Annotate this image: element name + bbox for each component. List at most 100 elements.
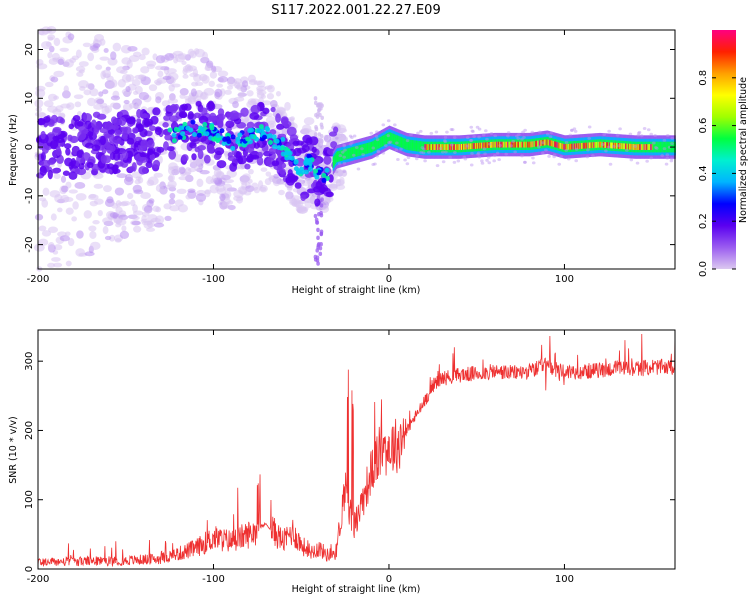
spectrogram-cell — [69, 135, 79, 144]
spectrogram-cell — [531, 141, 533, 148]
spectrogram-cell — [622, 143, 624, 150]
spectrogram-cell — [185, 194, 192, 200]
spectrogram-cell — [133, 90, 139, 95]
spectrogram-cell — [149, 153, 156, 161]
spectrogram-cell — [187, 111, 194, 120]
spectrogram-cell — [581, 142, 583, 149]
spectrogram-cell — [425, 144, 428, 150]
spectrogram-cell — [618, 143, 620, 149]
spectrogram-cell — [641, 144, 643, 150]
spectrogram-cell — [256, 156, 264, 166]
spectrogram-cell — [47, 34, 56, 41]
spectrogram-cell — [627, 143, 629, 150]
spectrogram-cell — [249, 133, 255, 139]
spectrogram-cell — [313, 96, 318, 101]
spectrogram-cell — [386, 134, 391, 138]
spectrogram-cell — [232, 112, 242, 119]
spectrogram-cell — [153, 172, 163, 178]
spectrogram-y-ticks: -20 -10 0 10 20 — [24, 43, 675, 253]
spectrogram-cell — [408, 141, 410, 148]
spectrogram-cell — [319, 242, 323, 247]
spectrogram-cell — [410, 142, 413, 149]
spectrogram-cell — [154, 215, 165, 225]
spectrogram-cell — [247, 74, 256, 83]
spectrogram-cell — [572, 143, 574, 150]
spectrogram-cell — [631, 143, 633, 150]
spectrogram-cell — [635, 144, 637, 150]
spectrogram-cell — [181, 60, 187, 65]
spectrogram-cell — [112, 164, 119, 175]
spectrogram-cell — [189, 134, 200, 143]
spectrogram-cell — [287, 154, 293, 160]
spectrogram-cell — [187, 96, 197, 105]
spectrogram-cell — [350, 149, 353, 156]
spectrogram-cell — [609, 142, 612, 149]
spectrogram-cell — [313, 213, 318, 219]
spectrogram-cell — [575, 143, 577, 150]
spectrogram-cell — [41, 230, 52, 237]
spectrogram-cell — [191, 132, 197, 138]
spectrogram-cell — [347, 150, 349, 157]
spectrogram-cell — [169, 205, 180, 212]
spectrogram-cell — [247, 98, 257, 106]
spectrogram-cell — [221, 140, 227, 146]
spectrogram-cell — [153, 79, 163, 85]
spectrogram-cell — [68, 171, 78, 180]
spectrogram-cell — [382, 137, 384, 144]
spectrogram-cell — [610, 142, 612, 149]
spectrogram-cell — [50, 76, 59, 83]
spectrogram-cell — [59, 235, 70, 242]
spectrogram-cell — [518, 141, 520, 148]
spectrogram-cell — [281, 117, 289, 126]
spectrogram-cell — [670, 136, 675, 140]
spectrogram-cell — [342, 152, 344, 159]
spectrogram-cell — [89, 231, 97, 239]
spectrogram-cell — [74, 181, 86, 189]
spectrogram-cell — [55, 146, 62, 156]
spectrogram-cell — [496, 141, 498, 148]
spectrogram-cell — [508, 141, 511, 148]
spectrogram-cell — [342, 169, 347, 173]
spectrogram-cell — [564, 141, 569, 145]
spectrogram-cell — [92, 219, 100, 225]
spectrogram-cell — [418, 143, 420, 150]
spectrogram-cell — [443, 139, 447, 143]
spectrogram-cell — [354, 148, 357, 155]
spectrogram-cell — [340, 150, 345, 154]
spectrogram-cell — [489, 141, 492, 148]
spectrogram-cell — [513, 141, 515, 148]
spectrogram-cell — [337, 162, 342, 166]
spectrogram-cell — [548, 135, 553, 139]
snr-y-label: SNR (10 * v/v) — [8, 416, 19, 484]
spectrogram-cell — [547, 154, 551, 158]
spectrogram-cell — [621, 143, 623, 150]
spectrogram-cell — [98, 91, 104, 97]
spectrogram-cell — [208, 80, 215, 87]
spectrogram-cell — [136, 118, 142, 124]
spectrogram-cell — [654, 145, 658, 149]
spectrogram-cell — [197, 149, 204, 160]
spectrogram-cell — [479, 142, 481, 149]
spectrogram-cell — [394, 136, 396, 143]
spectrogram-cell — [524, 141, 526, 148]
spectrogram-cell — [342, 144, 347, 148]
spectrogram-cell — [54, 194, 63, 203]
spectrogram-cell — [340, 152, 342, 159]
spectrogram-cell — [561, 143, 563, 150]
spectrogram-cell — [619, 143, 621, 149]
spectrogram-cell — [132, 127, 139, 134]
spectrogram-cell — [598, 141, 600, 148]
spectrogram-cell — [430, 144, 432, 150]
spectrogram-cell — [292, 187, 302, 193]
spectrogram-cell — [51, 168, 61, 174]
spectrogram-cell — [495, 151, 500, 155]
spectrogram-cell — [656, 144, 658, 150]
spectrogram-cell — [647, 144, 649, 150]
spectrogram-cell — [607, 129, 611, 133]
spectrogram-cell — [611, 144, 616, 148]
spectrogram-cell — [96, 113, 107, 120]
spectrogram-cell — [173, 56, 179, 64]
spectrogram-cell — [184, 103, 192, 111]
spectrogram-cell — [101, 105, 110, 115]
spectrogram-cell — [232, 101, 239, 109]
